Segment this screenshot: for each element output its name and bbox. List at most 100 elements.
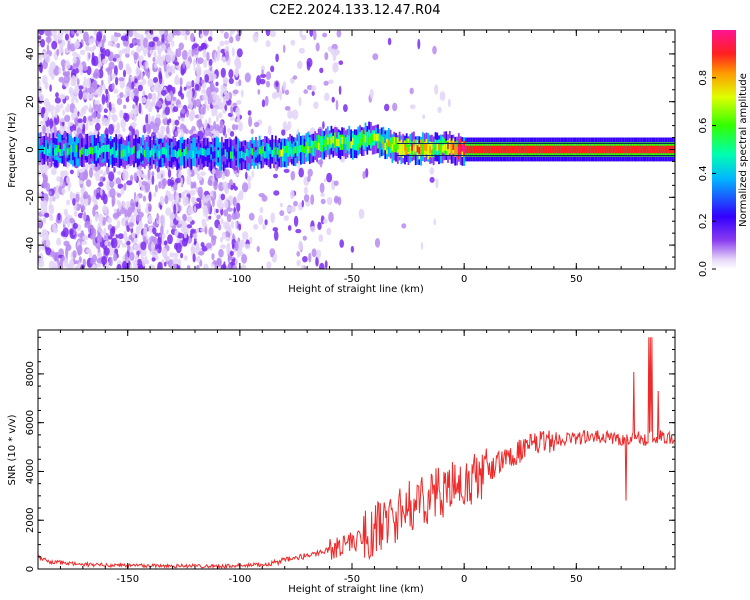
heatmap-cell bbox=[88, 38, 95, 45]
heatmap-cell bbox=[368, 129, 370, 145]
heatmap-cell bbox=[41, 144, 44, 152]
heatmap-cell bbox=[545, 145, 548, 154]
heatmap-cell bbox=[562, 145, 564, 154]
heatmap-cell bbox=[110, 35, 116, 42]
heatmap-cell bbox=[147, 214, 153, 223]
heatmap-cell bbox=[137, 211, 144, 218]
heatmap-cell bbox=[108, 110, 111, 118]
heatmap-cell bbox=[339, 137, 342, 145]
heatmap-cell bbox=[371, 134, 374, 142]
colorbar-tick-label: 0.0 bbox=[698, 261, 709, 277]
heatmap-cell bbox=[160, 148, 162, 157]
heatmap-cell bbox=[630, 145, 632, 154]
heatmap-cell bbox=[251, 148, 254, 156]
heatmap-cell bbox=[308, 146, 311, 154]
heatmap-cell bbox=[244, 72, 251, 83]
heatmap-cell bbox=[66, 70, 71, 76]
y-tick-label: -40 bbox=[25, 237, 36, 253]
heatmap-cell bbox=[317, 221, 322, 231]
heatmap-cell bbox=[114, 208, 118, 213]
heatmap-cell bbox=[138, 150, 141, 158]
heatmap-cell bbox=[348, 138, 351, 146]
heatmap-cell bbox=[91, 147, 94, 155]
heatmap-cell bbox=[208, 72, 214, 82]
heatmap-cell bbox=[298, 47, 305, 54]
heatmap-cell bbox=[180, 252, 184, 259]
heatmap-cell bbox=[70, 145, 73, 153]
heatmap-cell bbox=[273, 190, 280, 196]
heatmap-cell bbox=[300, 145, 302, 153]
heatmap-cell bbox=[642, 145, 645, 154]
heatmap-cell bbox=[42, 75, 48, 85]
heatmap-cell bbox=[129, 147, 132, 155]
heatmap-cell bbox=[96, 112, 101, 120]
heatmap-cell bbox=[432, 45, 437, 55]
heatmap-cell bbox=[84, 222, 87, 229]
heatmap-cell bbox=[176, 151, 178, 159]
heatmap-cell bbox=[493, 145, 496, 154]
heatmap-cell bbox=[222, 57, 226, 63]
heatmap-cell bbox=[62, 65, 65, 72]
heatmap-cell bbox=[301, 144, 304, 152]
heatmap-cell bbox=[126, 225, 131, 232]
heatmap-cell bbox=[149, 49, 153, 55]
heatmap-cell bbox=[83, 31, 89, 43]
heatmap-cell bbox=[156, 149, 159, 157]
heatmap-cell bbox=[149, 101, 156, 108]
heatmap-cell bbox=[290, 170, 296, 181]
heatmap-cell bbox=[587, 145, 589, 154]
heatmap-cell bbox=[307, 175, 311, 182]
heatmap-cell bbox=[197, 186, 203, 197]
heatmap-cell bbox=[122, 149, 125, 157]
heatmap-cell bbox=[287, 120, 292, 130]
heatmap-cell bbox=[235, 33, 241, 42]
heatmap-cell bbox=[111, 195, 116, 206]
heatmap-cell bbox=[556, 145, 559, 154]
heatmap-cell bbox=[213, 151, 216, 159]
heatmap-cell bbox=[328, 139, 331, 147]
heatmap-cell bbox=[227, 263, 232, 269]
heatmap-cell bbox=[100, 145, 103, 154]
heatmap-cell bbox=[246, 175, 252, 182]
heatmap-cell bbox=[612, 145, 614, 154]
heatmap-cell bbox=[223, 199, 229, 209]
heatmap-cell bbox=[463, 146, 466, 154]
heatmap-cell bbox=[624, 145, 627, 154]
heatmap-cell bbox=[182, 125, 187, 133]
heatmap-cell bbox=[51, 110, 54, 116]
heatmap-cell bbox=[148, 227, 154, 232]
heatmap-cell bbox=[92, 44, 97, 50]
heatmap-cell bbox=[147, 105, 153, 113]
heatmap-cell bbox=[261, 195, 268, 202]
heatmap-cell bbox=[242, 182, 249, 193]
heatmap-cell bbox=[223, 209, 229, 217]
heatmap-cell bbox=[133, 264, 139, 269]
heatmap-cell bbox=[325, 139, 327, 147]
heatmap-cell bbox=[54, 148, 56, 156]
heatmap-cell bbox=[212, 260, 217, 265]
heatmap-cell bbox=[202, 48, 207, 58]
heatmap-cell bbox=[233, 186, 238, 191]
heatmap-cell bbox=[617, 145, 620, 154]
heatmap-cell bbox=[104, 240, 108, 246]
heatmap-cell bbox=[228, 151, 230, 159]
heatmap-cell bbox=[230, 106, 234, 115]
heatmap-cell bbox=[290, 39, 296, 46]
heatmap-cell bbox=[113, 53, 120, 59]
heatmap-cell bbox=[156, 212, 159, 221]
x-tick-label: -100 bbox=[229, 574, 252, 585]
snr-ticks: -150 -100 -50 0 50 0 2000 4000 6000 8000 bbox=[25, 330, 675, 585]
heatmap-cell bbox=[94, 100, 100, 105]
heatmap-cell bbox=[220, 218, 224, 225]
heatmap-cell bbox=[178, 219, 183, 225]
heatmap-cell bbox=[60, 230, 66, 237]
heatmap-cell bbox=[640, 145, 643, 154]
heatmap-cell bbox=[142, 89, 145, 97]
heatmap-cell bbox=[100, 188, 103, 196]
heatmap-cell bbox=[124, 209, 128, 218]
heatmap-cell bbox=[77, 146, 80, 154]
heatmap-cell bbox=[213, 120, 217, 130]
heatmap-cell bbox=[236, 48, 243, 58]
heatmap-cell bbox=[193, 48, 199, 56]
heatmap-cell bbox=[73, 107, 78, 118]
